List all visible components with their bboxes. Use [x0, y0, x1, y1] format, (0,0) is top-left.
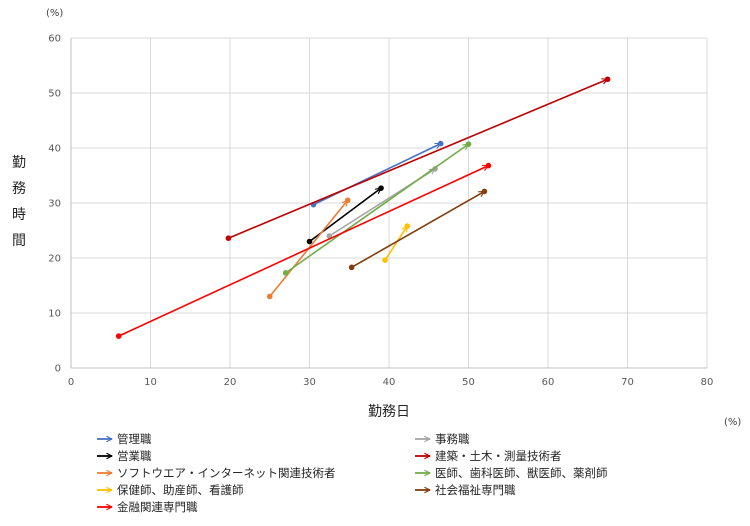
- legend-item: 事務職: [415, 432, 470, 446]
- y-unit-label: (%): [46, 8, 63, 19]
- legend-item: 管理職: [97, 432, 152, 446]
- y-tick-label: 20: [48, 254, 61, 265]
- y-tick-label: 60: [48, 34, 61, 45]
- grid: [70, 37, 708, 369]
- data-point-end: [404, 223, 411, 229]
- legend-item: 営業職: [97, 449, 152, 463]
- series-1: [310, 140, 444, 208]
- series-arrow-line: [384, 226, 407, 261]
- legend-item: 金融関連専門職: [97, 500, 198, 514]
- x-tick-label: 70: [621, 377, 634, 388]
- legend-label: 事務職: [435, 432, 470, 446]
- legend-label: 社会福祉専門職: [435, 483, 516, 497]
- legend-label: ソフトウエア・インターネット関連技術者: [117, 466, 336, 480]
- x-tick-label: 0: [68, 377, 74, 388]
- x-tick-label: 50: [462, 377, 475, 388]
- x-tick-label: 60: [542, 377, 555, 388]
- tick-labels: 0 10 20 30 40 50 60 0 10 20 30 40 50 60 70 80: [48, 34, 713, 389]
- data-point-end: [465, 141, 472, 147]
- y-axis-title-char: 務: [12, 181, 26, 197]
- legend-label: 医師、歯科医師、獣医師、薬剤師: [435, 466, 608, 480]
- data-point-end: [485, 162, 492, 169]
- data-point-start: [306, 238, 313, 245]
- legend-label: 建築・土木・測量技術者: [435, 449, 562, 463]
- x-tick-label: 30: [303, 377, 316, 388]
- y-tick-label: 30: [48, 199, 61, 210]
- data-point-end: [344, 197, 351, 204]
- data-point-end: [481, 188, 488, 195]
- legend-item: 建築・土木・測量技術者: [415, 449, 562, 463]
- data-point-start: [266, 293, 273, 300]
- x-axis-title: 勤務日: [368, 404, 410, 420]
- data-point-start: [225, 235, 232, 241]
- data-point-start: [348, 264, 355, 271]
- series-4: [225, 76, 611, 241]
- series-9: [115, 162, 492, 339]
- y-axis-title-char: 勤: [12, 155, 26, 171]
- x-tick-label: 40: [383, 377, 396, 388]
- data-point-start: [282, 270, 289, 276]
- data-point-start: [326, 233, 333, 239]
- x-tick-label: 10: [144, 377, 157, 388]
- data-point-start: [115, 333, 122, 339]
- series-arrow-line: [118, 166, 489, 337]
- series-7: [382, 223, 411, 264]
- axes: [70, 38, 707, 369]
- data-point-end: [378, 185, 384, 191]
- data-point-end: [437, 140, 444, 147]
- data-point-end: [604, 76, 611, 83]
- legend-item: ソフトウエア・インターネット関連技術者: [97, 466, 336, 480]
- y-tick-label: 50: [48, 89, 61, 100]
- data-point-start: [382, 257, 388, 264]
- legend-item: 医師、歯科医師、獣医師、薬剤師: [415, 466, 608, 480]
- series-layer: [115, 76, 611, 339]
- legend-item: 保健師、助産師、看護師: [97, 483, 244, 497]
- y-tick-label: 10: [48, 309, 61, 320]
- legend-label: 営業職: [117, 449, 152, 463]
- y-axis-title-char: 間: [12, 233, 26, 249]
- x-tick-label: 20: [224, 377, 237, 388]
- y-axis-title-char: 時: [12, 207, 26, 223]
- legend-label: 管理職: [117, 432, 152, 446]
- series-6: [282, 141, 472, 276]
- series-arrow-line: [313, 142, 440, 206]
- x-unit-label: (%): [724, 417, 741, 428]
- y-tick-label: 0: [55, 364, 61, 375]
- x-tick-label: 80: [701, 377, 714, 388]
- series-arrow-line: [228, 79, 607, 239]
- y-tick-label: 40: [48, 144, 61, 155]
- legend-item: 社会福祉専門職: [415, 483, 516, 497]
- series-arrow-line: [285, 144, 469, 274]
- legend-label: 保健師、助産師、看護師: [117, 483, 244, 497]
- series-8: [348, 188, 488, 271]
- legend-label: 金融関連専門職: [117, 500, 198, 514]
- series-arrow-line: [351, 190, 485, 269]
